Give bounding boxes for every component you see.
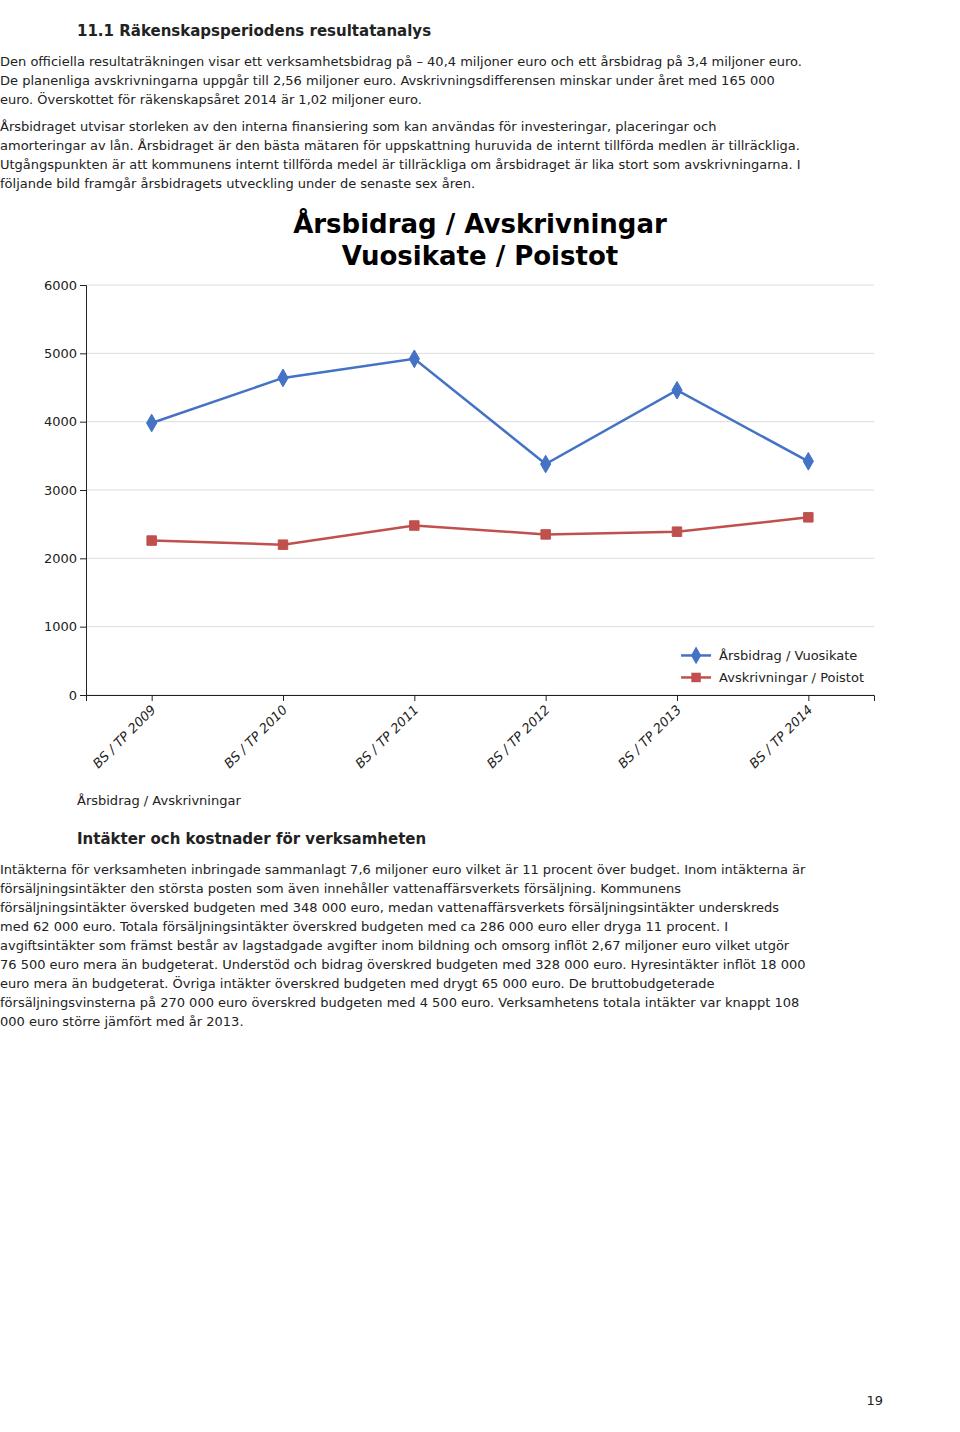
grid-line — [86, 353, 874, 354]
chart: Årsbidrag / AvskrivningarVuosikate / Poi… — [0, 201, 960, 791]
x-tick-mark — [808, 695, 809, 701]
y-tick-mark — [80, 490, 86, 491]
line — [152, 359, 809, 464]
paragraph: Årsbidraget utvisar storleken av den int… — [0, 117, 806, 193]
x-tick-label: BS / TP 2010 — [221, 702, 290, 771]
y-tick-mark — [80, 353, 86, 354]
title: Årsbidrag / Avskrivningar — [293, 208, 667, 239]
x-tick: BS / TP 2012 — [484, 695, 553, 771]
legend-label: Avskrivningar / Poistot — [719, 670, 864, 685]
y-tick-mark — [80, 695, 86, 696]
x-tick-mark — [677, 695, 678, 701]
plot: BS / TP 2009 BS / TP 2010 BS / TP 2011 BS /… — [44, 278, 875, 772]
x-tick-label: BS / TP 2009 — [90, 702, 159, 771]
legend-marker — [691, 673, 700, 682]
y-tick-label: 4000 — [44, 414, 77, 429]
y-axis: 0 1000 2000 3000 4000 5000 6000 — [44, 278, 87, 703]
y-tick-label: 1000 — [44, 619, 77, 634]
y-tick-mark — [80, 285, 86, 286]
legend-item: Årsbidrag / Vuosikate — [681, 647, 857, 665]
marker — [803, 452, 813, 470]
y-tick-mark — [80, 558, 86, 559]
caption: Årsbidrag / Avskrivningar — [77, 793, 883, 808]
marker — [672, 527, 681, 536]
y-tick: 5000 — [44, 346, 86, 361]
y-tick-mark — [80, 422, 86, 423]
y-tick-label: 5000 — [44, 346, 77, 361]
marker — [147, 414, 157, 432]
legend-marker — [691, 647, 701, 665]
y-tick: 0 — [69, 688, 86, 703]
series — [147, 350, 814, 473]
series — [147, 513, 813, 550]
page-number: 19 — [866, 1393, 883, 1408]
y-tick: 3000 — [44, 483, 86, 498]
x-tick: BS / TP 2009 — [90, 695, 159, 771]
y-tick-label: 2000 — [44, 551, 77, 566]
grid-line — [86, 421, 874, 422]
y-tick: 2000 — [44, 551, 86, 566]
legend-item: Avskrivningar / Poistot — [681, 670, 864, 685]
x-axis-line — [87, 696, 875, 702]
marker — [410, 521, 419, 530]
y-tick: 4000 — [44, 414, 86, 429]
x-tick-label: BS / TP 2012 — [484, 702, 553, 771]
heading: 11.1 Räkenskapsperiodens resultatanalys — [77, 22, 883, 40]
x-tick-label: BS / TP 2011 — [352, 702, 421, 771]
y-tick-mark — [80, 627, 86, 628]
y-tick: 1000 — [44, 619, 86, 634]
grid — [86, 285, 874, 695]
x-tick: BS / TP 2013 — [615, 695, 684, 771]
x-tick: BS / TP 2011 — [352, 695, 421, 771]
paragraph: Den officiella resultaträkningen visar e… — [0, 52, 806, 109]
x-tick-mark — [414, 695, 415, 701]
marker — [804, 513, 813, 522]
y-tick-label: 6000 — [44, 278, 77, 293]
legend-label: Årsbidrag / Vuosikate — [719, 648, 857, 663]
grid-line — [86, 490, 874, 491]
marker — [541, 455, 551, 473]
grid-line — [86, 558, 874, 559]
grid-line — [86, 626, 874, 627]
x-tick-mark — [283, 695, 284, 701]
line — [152, 517, 809, 544]
marker — [278, 540, 287, 549]
y-axis-line — [80, 286, 87, 696]
marker — [278, 369, 288, 387]
x-tick-label: BS / TP 2013 — [615, 702, 684, 771]
marks-inner — [147, 350, 814, 549]
legend: Årsbidrag / Vuosikate Avskrivningar / Poi… — [681, 647, 864, 685]
marker — [672, 381, 682, 399]
marker — [409, 350, 419, 368]
marker — [147, 536, 156, 545]
x-tick-mark — [546, 695, 547, 701]
marks — [147, 350, 814, 549]
y-tick-label: 3000 — [44, 483, 77, 498]
title-group: Årsbidrag / AvskrivningarVuosikate / Poi… — [293, 208, 667, 271]
heading: Intäkter och kostnader för verksamheten — [77, 830, 883, 848]
x-tick-mark — [152, 695, 153, 701]
x-axis: BS / TP 2009 BS / TP 2010 BS / TP 2011 BS /… — [87, 695, 875, 771]
page: 11.1 Räkenskapsperiodens resultatanalys D… — [0, 0, 960, 1039]
subtitle: Vuosikate / Poistot — [342, 241, 618, 271]
y-tick-label: 0 — [69, 688, 77, 703]
x-tick: BS / TP 2010 — [221, 695, 290, 771]
y-tick: 6000 — [44, 278, 86, 293]
x-tick-label: BS / TP 2014 — [746, 702, 815, 771]
marker — [541, 530, 550, 539]
paragraph: Intäkterna för verksamheten inbringade s… — [0, 860, 806, 1031]
x-tick: BS / TP 2014 — [746, 695, 815, 771]
grid-line — [86, 285, 874, 286]
